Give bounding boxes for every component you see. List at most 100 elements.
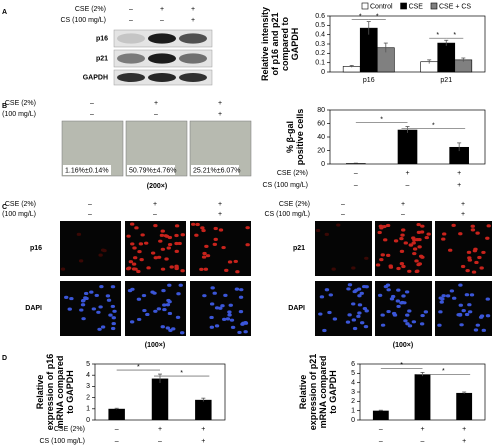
- y-tick-label: 0.2: [315, 50, 325, 57]
- cell: [423, 310, 429, 314]
- condition-sign: –: [153, 211, 157, 218]
- condition-sign: –: [115, 438, 119, 445]
- significance-mark: *: [400, 362, 403, 369]
- cell: [237, 330, 242, 335]
- condition-sign: –: [129, 17, 133, 24]
- magnification: (200×): [147, 183, 167, 190]
- cell: [426, 232, 431, 236]
- cell: [224, 268, 229, 272]
- y-tick-label: 0.3: [315, 41, 325, 48]
- cell: [356, 287, 362, 291]
- condition-sign: +: [201, 426, 205, 433]
- cell: [227, 260, 233, 264]
- cell: [205, 254, 211, 258]
- cell: [438, 310, 443, 314]
- magnification: (100×): [145, 342, 165, 349]
- cell: [401, 264, 406, 269]
- condition-sign: +: [191, 17, 195, 24]
- cell: [469, 293, 475, 297]
- condition-sign: –: [354, 182, 358, 189]
- legend-swatch: [400, 2, 407, 10]
- cell: [438, 296, 443, 300]
- condition-sign: +: [401, 201, 405, 208]
- cell: [485, 236, 490, 240]
- cell: [471, 270, 477, 274]
- cell: [108, 313, 113, 317]
- condition-sign: +: [154, 100, 158, 107]
- cell: [407, 324, 413, 328]
- cell: [126, 266, 132, 270]
- cell: [194, 233, 199, 237]
- cell: [174, 266, 179, 271]
- cell: [161, 289, 166, 293]
- y-tick-label: 3: [351, 389, 355, 396]
- blot-label: GAPDH: [83, 74, 108, 81]
- cell: [218, 306, 223, 310]
- condition-label: CS (100 mg/L): [0, 211, 36, 218]
- cell: [392, 313, 398, 317]
- cell: [153, 256, 158, 260]
- cell: [418, 254, 424, 258]
- cell: [481, 328, 486, 332]
- image-value-label: 50.79%±4.76%: [129, 167, 176, 174]
- cell: [80, 299, 86, 303]
- cell: [160, 267, 166, 271]
- blot-band: [117, 73, 145, 82]
- cell: [83, 291, 89, 296]
- condition-sign: –: [90, 111, 94, 118]
- panel-letter: B: [2, 103, 7, 110]
- fluorescence-image: [60, 221, 121, 276]
- cell: [239, 288, 244, 292]
- cell: [176, 292, 181, 296]
- fluorescence-image: [315, 281, 372, 336]
- cell: [102, 248, 107, 253]
- cell: [357, 311, 362, 315]
- cell: [439, 300, 444, 304]
- condition-sign: +: [405, 170, 409, 177]
- cell: [160, 325, 165, 329]
- cell: [200, 226, 205, 230]
- cell: [166, 246, 171, 250]
- cell: [405, 322, 410, 326]
- cell: [441, 237, 446, 241]
- cell: [209, 315, 214, 320]
- y-tick-label: 60: [317, 120, 325, 127]
- cell: [357, 294, 362, 298]
- cell: [222, 317, 227, 321]
- cell: [234, 287, 240, 291]
- image-label: p16: [30, 245, 42, 252]
- x-tick-label: p21: [440, 77, 452, 84]
- blot-label: p16: [96, 35, 108, 42]
- condition-sign: +: [218, 201, 222, 208]
- cell: [167, 311, 173, 316]
- cell: [153, 309, 158, 313]
- cell: [69, 296, 74, 301]
- cell: [351, 302, 356, 306]
- blot-band: [148, 73, 176, 82]
- cell: [470, 224, 475, 228]
- cell: [424, 235, 429, 240]
- cell: [405, 313, 410, 317]
- cell: [165, 326, 171, 330]
- cell: [437, 323, 442, 327]
- blot-band: [117, 53, 145, 64]
- cell: [201, 228, 206, 233]
- cell: [400, 300, 405, 305]
- cell: [448, 248, 453, 252]
- cell: [322, 328, 327, 333]
- cell: [364, 256, 369, 260]
- cell: [485, 297, 490, 301]
- cell: [356, 314, 361, 318]
- condition-sign: –: [115, 426, 119, 433]
- cell: [400, 233, 405, 237]
- cell: [336, 223, 341, 227]
- bar: [372, 410, 389, 420]
- bar: [456, 392, 473, 420]
- condition-sign: +: [201, 438, 205, 445]
- cell: [229, 318, 235, 322]
- cell: [76, 232, 82, 236]
- cell: [458, 283, 463, 287]
- cell: [407, 269, 412, 273]
- y-tick-label: 0: [321, 69, 325, 76]
- y-tick-label: 20: [317, 147, 325, 154]
